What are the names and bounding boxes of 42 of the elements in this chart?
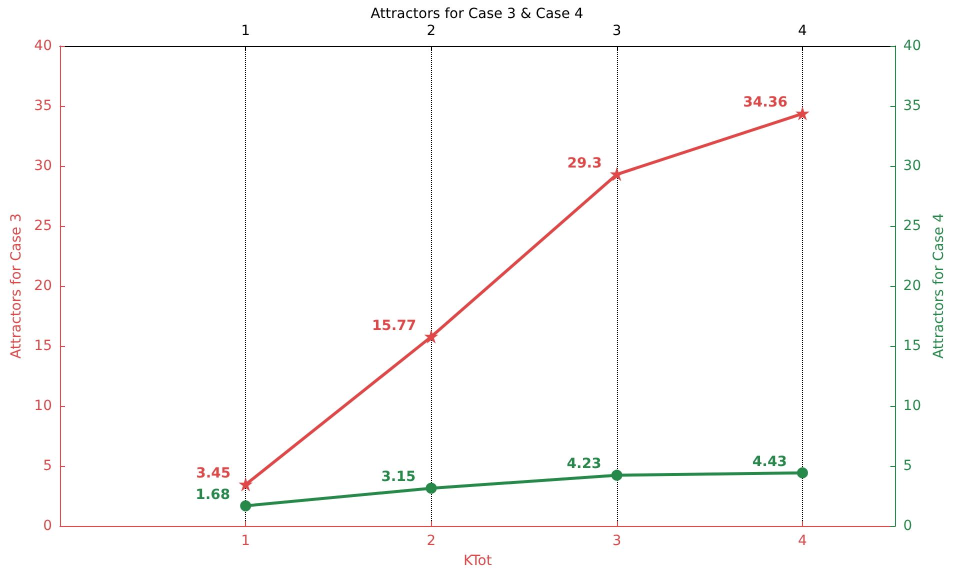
y-tick-label: 15 [34,338,52,354]
data-label: 4.23 [566,456,602,472]
y2-tick-label: 5 [903,458,912,474]
y-tick-label: 5 [43,458,52,474]
chart-title: Attractors for Case 3 & Case 4 [370,6,584,22]
y-tick-label: 35 [34,98,52,114]
data-label: 34.36 [743,94,788,111]
x-tick-label: 3 [612,533,622,549]
y2-tick-label: 15 [903,338,922,354]
y-axis-title: Attractors for Case 3 [8,213,24,359]
y2-tick-label: 25 [903,218,922,234]
data-label: 15.77 [372,318,416,334]
y-tick-label: 20 [34,278,52,294]
y-tick-label: 10 [34,398,52,414]
data-label: 4.43 [752,454,787,470]
point [611,470,622,481]
data-label: 3.45 [196,466,231,482]
y-tick-label: 30 [34,158,52,174]
x-tick-label: 2 [426,533,436,549]
y2-axis-title: Attractors for Case 4 [931,213,947,359]
y2-tick-label: 35 [903,98,922,114]
point [796,467,808,478]
y2-tick-label: 20 [903,278,922,294]
x2-tick-label: 1 [241,23,250,39]
x-tick-label: 1 [241,533,250,549]
x2-tick-label: 3 [612,23,622,39]
x-tick-label: 4 [798,533,808,549]
y2-tick-label: 10 [903,398,922,414]
y2-tick-label: 30 [903,158,922,174]
data-label: 1.68 [196,486,230,503]
x2-tick-label: 4 [798,23,808,39]
y-tick-label: 0 [43,518,52,534]
x2-tick-label: 2 [426,23,436,39]
y2-tick-label: 40 [903,38,922,54]
y-tick-label: 40 [34,38,52,54]
point [240,500,252,512]
data-label: 3.15 [381,469,416,486]
x-axis-title: KTot [463,553,492,569]
data-label: 29.3 [567,155,602,172]
y2-tick-label: 0 [903,518,912,534]
y-tick-label: 25 [34,218,52,234]
point [426,482,437,494]
